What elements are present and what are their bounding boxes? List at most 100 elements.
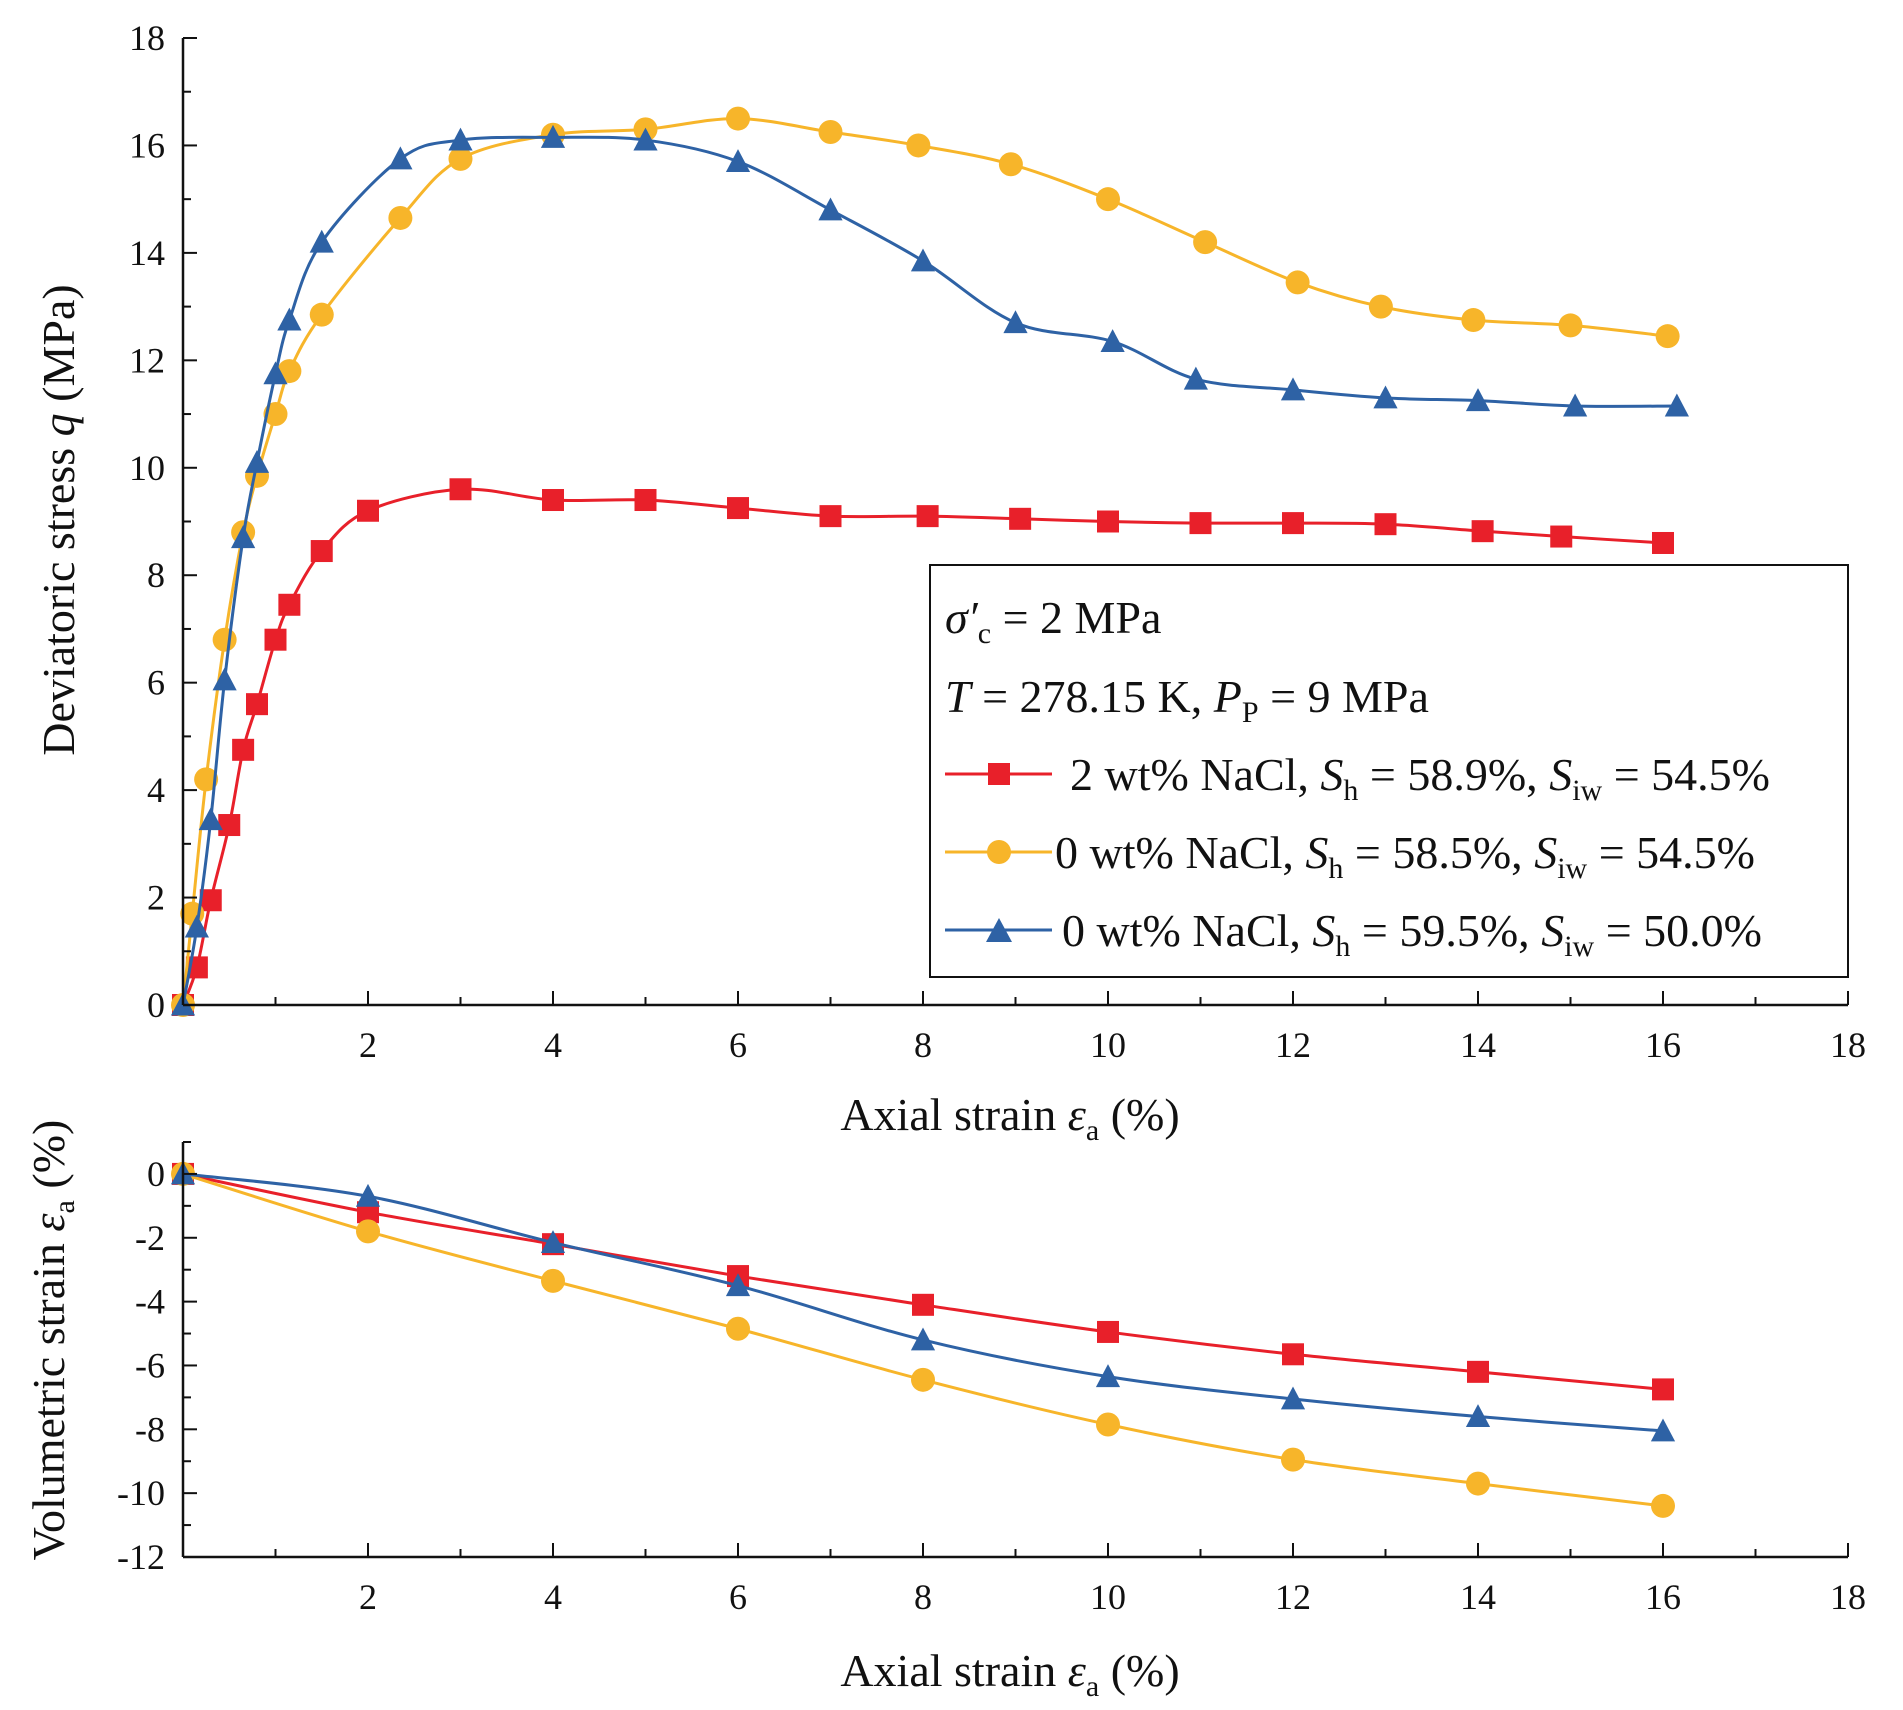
stress-point — [198, 807, 223, 831]
volumetric-series-0 — [172, 1162, 1674, 1401]
stress-point — [232, 738, 255, 761]
volumetric-series-layer — [170, 1161, 1676, 1518]
legend-yellow-sh: S — [1305, 827, 1328, 878]
stress-point — [1193, 230, 1218, 255]
legend-label-blue: 0 wt% NaCl, Sh = 59.5%, Siw = 50.0% — [1062, 905, 1762, 963]
stress-y-tick-label: 4 — [147, 770, 165, 810]
stress-point — [277, 307, 302, 331]
volumetric-x-axis-title: Axial strain εa (%) — [840, 1645, 1179, 1703]
stress-point — [448, 127, 473, 151]
stress-x-tick-label: 12 — [1275, 1025, 1311, 1065]
volumetric-y-tick-label: -12 — [117, 1537, 165, 1577]
legend-blue-sh: S — [1312, 905, 1335, 956]
legend-red-sh: S — [1320, 749, 1343, 800]
stress-x-tick-label: 10 — [1090, 1025, 1126, 1065]
legend-yellow-siw: S — [1534, 827, 1557, 878]
volumetric-x-tick-label: 14 — [1460, 1577, 1496, 1617]
stress-x-title-tail: (%) — [1099, 1089, 1179, 1140]
volumetric-point — [540, 1230, 566, 1254]
volumetric-point — [1652, 1378, 1674, 1401]
volumetric-y-title-symbol: ε — [23, 1213, 74, 1232]
stress-point — [1373, 385, 1398, 409]
volumetric-point — [912, 1293, 934, 1316]
stress-x-tick-label: 18 — [1830, 1025, 1866, 1065]
legend-yellow-siw-sub: iw — [1557, 852, 1587, 885]
volumetric-point — [911, 1367, 935, 1392]
volumetric-point — [1096, 1412, 1120, 1437]
volumetric-y-title-base: Volumetric strain — [23, 1232, 74, 1561]
stress-y-axis-title: Deviatoric stress q (MPa) — [33, 284, 84, 755]
volumetric-y-tick-label: -2 — [135, 1218, 165, 1258]
legend-entry-red: 2 wt% NaCl, Sh = 58.9%, Siw = 54.5% — [945, 749, 1770, 807]
volumetric-x-tick-label: 8 — [914, 1577, 932, 1617]
legend-yellow-sh-value: = 58.5%, — [1343, 827, 1534, 878]
stress-point — [1558, 313, 1583, 338]
stress-point — [1285, 270, 1310, 295]
legend-header-confining: σ′c = 2 MPa — [945, 592, 1161, 650]
volumetric-y-tick-label: 0 — [147, 1154, 165, 1194]
legend-yellow-siw-value: = 54.5% — [1587, 827, 1755, 878]
stress-point — [263, 361, 288, 385]
legend-sigma-tail: = 2 MPa — [991, 592, 1161, 643]
legend-blue-prefix: 0 wt% NaCl, — [1062, 905, 1312, 956]
volumetric-point — [357, 1201, 379, 1224]
volumetric-point — [1097, 1320, 1119, 1343]
stress-point — [1461, 308, 1486, 333]
stress-point — [199, 889, 222, 912]
volumetric-point — [1466, 1471, 1490, 1496]
volumetric-x-title-base: Axial strain — [840, 1645, 1067, 1696]
stress-x-tick-label: 6 — [729, 1025, 747, 1065]
stress-point — [1183, 366, 1208, 390]
stress-y-tick-label: 12 — [129, 340, 165, 380]
stress-point — [1280, 377, 1306, 401]
legend-blue-siw: S — [1541, 905, 1564, 956]
stress-y-tick-label: 2 — [147, 878, 165, 918]
stress-point — [309, 229, 334, 253]
legend-marker-triangle — [986, 918, 1012, 942]
stress-point — [1282, 512, 1304, 535]
stress-series-layer — [170, 106, 1689, 1017]
legend-p-tail: = 9 MPa — [1259, 671, 1429, 722]
legend-t-symbol: T — [945, 671, 974, 722]
stress-point — [916, 505, 939, 528]
volumetric-y-title-sub: a — [48, 1200, 81, 1213]
stress-point — [540, 124, 566, 148]
stress-point — [818, 197, 843, 221]
legend-label-yellow: 0 wt% NaCl, Sh = 58.5%, Siw = 54.5% — [1055, 827, 1755, 885]
volumetric-y-tick-label: -6 — [135, 1345, 165, 1385]
volumetric-x-tick-label: 4 — [544, 1577, 562, 1617]
stress-point — [818, 120, 843, 145]
volumetric-x-tick-label: 12 — [1275, 1577, 1311, 1617]
volumetric-y-axis-title: Volumetric strain εa (%) — [23, 1120, 81, 1561]
volumetric-point — [1280, 1386, 1306, 1410]
volumetric-point — [1465, 1404, 1491, 1427]
legend-red-prefix: 2 wt% NaCl, — [1070, 749, 1320, 800]
legend-header-conditions: T = 278.15 K, PP = 9 MPa — [945, 671, 1429, 729]
stress-point — [231, 525, 256, 549]
volumetric-point — [541, 1268, 565, 1293]
volumetric-panel: 2 4 6 8 10 12 14 16 18 0 -2 -4 -6 -8 -10 -12 Axial stra… — [23, 1120, 1866, 1703]
volumetric-y-tick-label: -4 — [135, 1282, 165, 1322]
volumetric-point — [1651, 1493, 1675, 1518]
stress-point — [1189, 512, 1212, 535]
legend-label-red: 2 wt% NaCl, Sh = 58.9%, Siw = 54.5% — [1070, 749, 1770, 807]
stress-axes: 2 4 6 8 10 12 14 16 18 0 2 4 6 8 10 12 14 16 18 — [129, 18, 1866, 1065]
stress-point — [634, 489, 657, 512]
legend-p-symbol: P — [1213, 671, 1242, 722]
legend-frame — [929, 564, 1849, 978]
legend-entry-blue: 0 wt% NaCl, Sh = 59.5%, Siw = 50.0% — [945, 905, 1762, 963]
stress-point — [1097, 510, 1119, 533]
legend-p-sub: P — [1242, 696, 1259, 729]
legend-red-siw: S — [1549, 749, 1572, 800]
stress-point — [1374, 513, 1397, 536]
stress-point — [1368, 294, 1393, 319]
stress-point — [1465, 388, 1491, 412]
stress-panel: 2 4 6 8 10 12 14 16 18 0 2 4 6 8 10 12 14 16 18 σ′c = 2 MP… — [33, 18, 1866, 1147]
stress-y-title-tail: (MPa) — [33, 284, 84, 413]
stress-point — [726, 106, 750, 131]
stress-point — [244, 449, 270, 473]
volumetric-x-title-sub: a — [1086, 1670, 1099, 1703]
volumetric-point — [1281, 1447, 1305, 1472]
stress-y-tick-label: 14 — [129, 233, 165, 273]
legend-t-text: = 278.15 K, — [971, 671, 1214, 722]
